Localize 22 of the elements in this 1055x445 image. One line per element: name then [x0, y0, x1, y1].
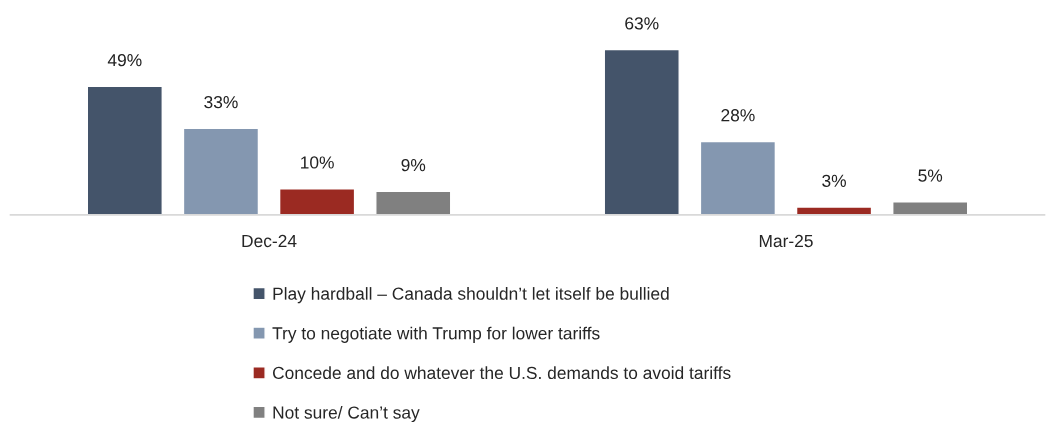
legend-label: Concede and do whatever the U.S. demands to avoid tariffs: [272, 366, 731, 380]
data-label: 5%: [918, 169, 943, 182]
data-label: 63%: [625, 17, 659, 30]
bar: [182, 127, 260, 215]
bar: [795, 206, 873, 215]
legend-label: Play hardball – Canada shouldn’t let itself be bullied: [273, 287, 669, 304]
legend-label: Try to negotiate with Trump for lower tariffs: [272, 326, 600, 343]
bar: [278, 188, 356, 215]
bar: [86, 85, 163, 215]
legend-label: Not sure/ Can’t say: [273, 405, 420, 423]
data-label: 33%: [204, 95, 238, 109]
bar: [375, 190, 452, 215]
bar: [699, 140, 777, 215]
x-tick-label: Dec-24: [242, 234, 297, 248]
data-label: 49%: [107, 53, 142, 67]
bar: [603, 48, 680, 215]
data-label: 9%: [401, 158, 426, 172]
x-tick-label: Mar-25: [759, 234, 813, 248]
data-label: 28%: [721, 109, 755, 122]
data-label: 10%: [301, 156, 334, 169]
bar: [892, 201, 969, 215]
data-label: 3%: [822, 174, 846, 187]
